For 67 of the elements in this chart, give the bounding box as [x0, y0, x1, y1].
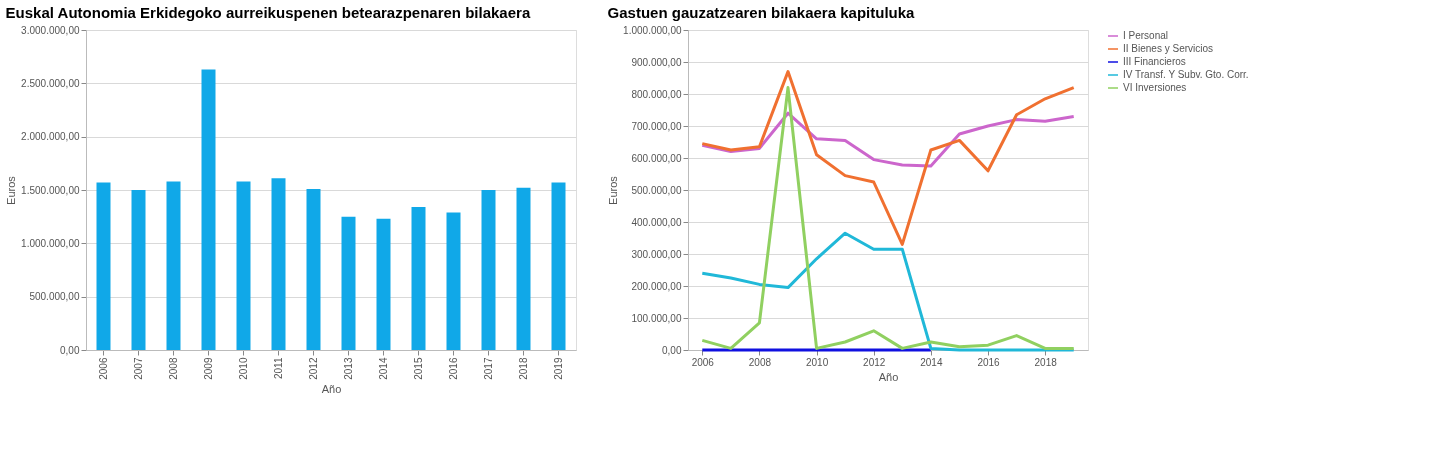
bar: [201, 69, 216, 350]
legend-label: I Personal: [1123, 30, 1169, 41]
x-axis-title: Año: [321, 382, 342, 395]
bar: [411, 207, 426, 350]
line-series: [700, 231, 1076, 352]
y-tick-label: 1.000.000,00: [21, 237, 80, 249]
y-axis-title: Euros: [5, 175, 18, 205]
legend-label: III Financieros: [1123, 56, 1186, 67]
x-tick-label: 2014: [377, 357, 389, 380]
y-tick-label: 500.000,00: [631, 184, 682, 196]
y-tick-label: 700.000,00: [631, 120, 682, 132]
bar: [166, 181, 181, 350]
x-tick-label: 2018: [1034, 356, 1058, 368]
y-tick-label: 2.500.000,00: [21, 77, 80, 89]
chart-title: Gastuen gauzatzearen bilakaera kapituluka: [607, 4, 916, 21]
x-tick-label: 2015: [412, 357, 424, 380]
bar: [341, 216, 356, 350]
y-tick-label: 2.000.000,00: [21, 131, 80, 143]
x-tick-label: 2010: [805, 356, 829, 368]
line-series: [700, 86, 1076, 350]
chart-title: Euskal Autonomia Erkidegoko aurreikuspenen betearazpenaren bilakaera: [5, 4, 531, 21]
bar: [481, 190, 496, 350]
x-tick-label: 2008: [748, 356, 772, 368]
x-tick-label: 2017: [482, 357, 494, 380]
x-tick-label: 2009: [202, 357, 214, 380]
x-axis-title: Año: [878, 370, 899, 383]
y-tick-label: 0,00: [60, 344, 80, 356]
y-tick-label: 0,00: [662, 344, 682, 356]
x-tick-label: 2011: [272, 357, 284, 380]
bar: [96, 182, 111, 350]
x-tick-label: 2006: [97, 357, 109, 380]
bar: [236, 181, 251, 350]
x-tick-label: 2012: [863, 356, 886, 368]
bar: [446, 212, 461, 350]
y-tick-label: 1.000.000,00: [623, 24, 682, 36]
bar: [271, 178, 286, 350]
x-tick-label: 2018: [517, 357, 529, 380]
y-tick-label: 600.000,00: [631, 152, 682, 164]
bar: [516, 187, 531, 350]
x-tick-label: 2008: [167, 357, 179, 380]
y-tick-label: 300.000,00: [631, 248, 682, 260]
y-axis-title: Euros: [607, 175, 620, 205]
legend-label: VI Inversiones: [1123, 82, 1187, 93]
y-tick-label: 500.000,00: [29, 291, 80, 303]
y-tick-label: 200.000,00: [631, 280, 682, 292]
y-tick-label: 3.000.000,00: [21, 24, 80, 36]
y-tick-label: 900.000,00: [631, 56, 682, 68]
y-tick-label: 400.000,00: [631, 216, 682, 228]
bar: [306, 188, 321, 350]
x-tick-label: 2006: [691, 356, 715, 368]
bar: [376, 218, 391, 350]
x-tick-label: 2016: [447, 357, 459, 380]
legend-label: II Bienes y Servicios: [1123, 43, 1214, 54]
x-tick-label: 2019: [552, 357, 564, 380]
x-tick-label: 2010: [237, 357, 249, 380]
y-tick-label: 100.000,00: [631, 312, 682, 324]
x-tick-label: 2016: [977, 356, 1001, 368]
x-tick-label: 2007: [132, 357, 144, 380]
y-tick-label: 800.000,00: [631, 88, 682, 100]
x-tick-label: 2013: [342, 357, 354, 380]
legend-label: IV Transf. Y Subv. Gto. Corr.: [1123, 69, 1249, 80]
y-tick-label: 1.500.000,00: [21, 184, 80, 196]
x-tick-label: 2012: [307, 357, 319, 380]
x-tick-label: 2014: [920, 356, 943, 368]
bar: [551, 182, 566, 350]
line-series: [700, 70, 1076, 246]
bar: [131, 190, 146, 350]
